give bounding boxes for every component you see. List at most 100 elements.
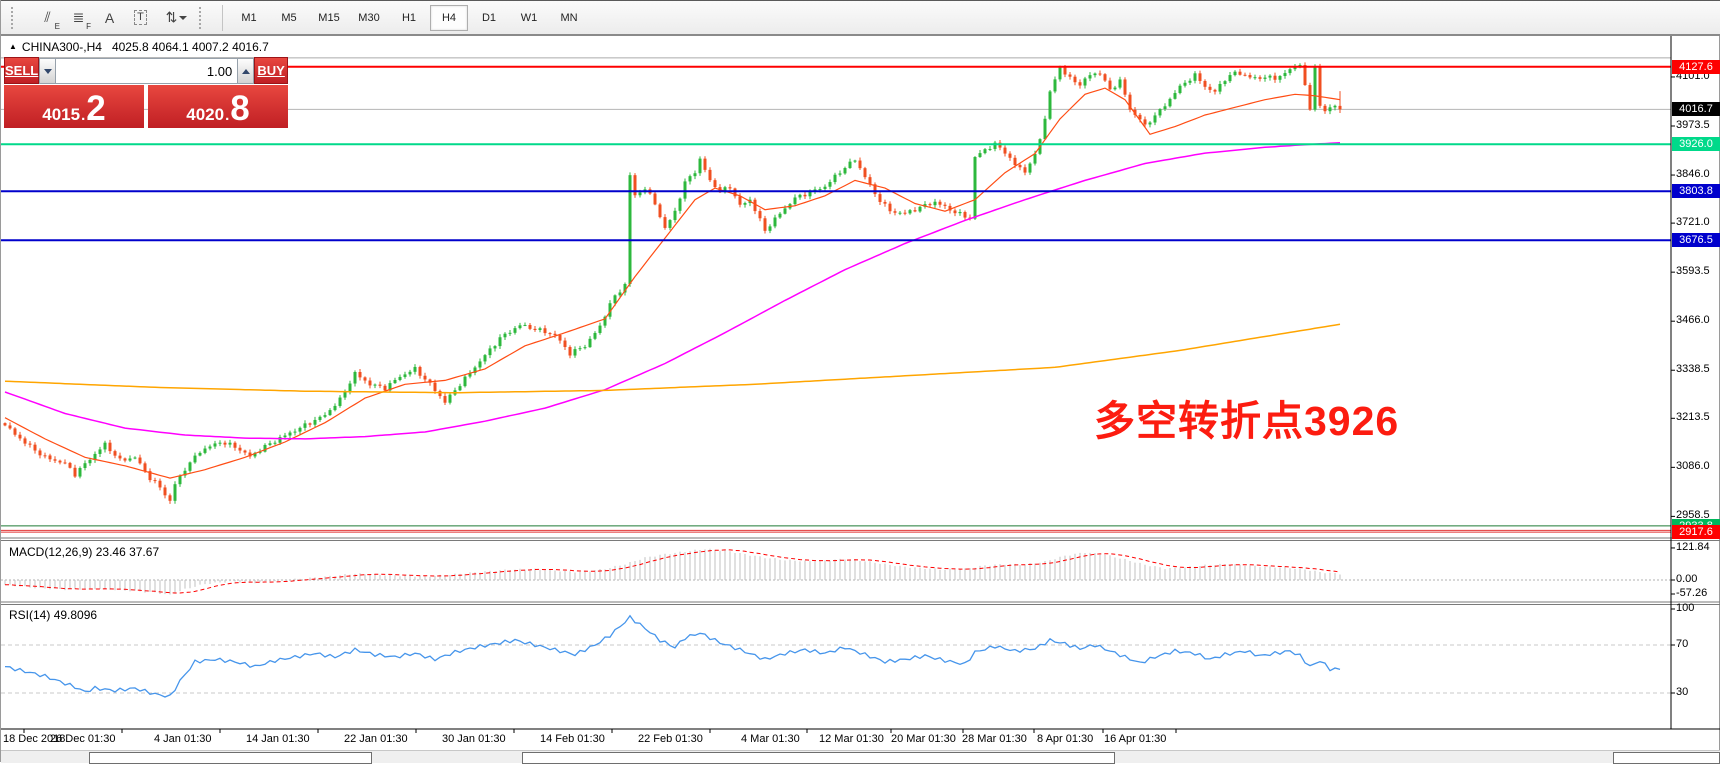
time-axis-label: 14 Feb 01:30 bbox=[540, 733, 605, 745]
current-price-badge: 4016.7 bbox=[1672, 102, 1720, 117]
buy-price-dot: . bbox=[225, 107, 230, 124]
fibonacci-icon[interactable]: ≣ F bbox=[65, 5, 92, 31]
timeframe-button-H1[interactable]: H1 bbox=[401, 11, 417, 24]
price-line-badge: 3803.8 bbox=[1672, 184, 1720, 199]
time-axis-label: 16 Apr 01:30 bbox=[1104, 733, 1167, 745]
timeframe-toolbar: M1 M5 M15 M30 H1 H4 D1 W1 MN bbox=[229, 1, 589, 34]
time-axis-label: 22 Feb 01:30 bbox=[638, 733, 703, 745]
timeframe-button-M1[interactable]: M1 bbox=[241, 11, 257, 24]
text-label-icon[interactable]: T bbox=[127, 5, 154, 31]
time-axis-label: 14 Jan 01:30 bbox=[246, 733, 310, 745]
text-icon: A bbox=[104, 9, 115, 26]
timeframe-button-M15[interactable]: M15 bbox=[318, 11, 340, 24]
time-axis-label: 18 Dec 2018 bbox=[3, 733, 66, 745]
buy-price-main: 4020 bbox=[186, 105, 225, 124]
equidistant-channel-icon: ⫽ bbox=[44, 9, 51, 25]
arrows-tool-icon[interactable]: ⇅ bbox=[158, 5, 187, 31]
price-axis-label: 3086.0 bbox=[1676, 460, 1710, 473]
sell-button[interactable]: SELL bbox=[4, 57, 40, 84]
price-axis-label: 2958.5 bbox=[1676, 509, 1710, 522]
tool-subscript: E bbox=[54, 21, 60, 31]
timeframe-button-W1[interactable]: W1 bbox=[520, 11, 538, 24]
ma-mid bbox=[4, 141, 1341, 440]
macd-values: 23.46 37.67 bbox=[95, 545, 160, 559]
price-line-badge: 3676.5 bbox=[1672, 233, 1720, 248]
symbol-header[interactable]: ▲ CHINA300-,H4 4025.8 4064.1 4007.2 4016.7 bbox=[9, 40, 269, 54]
toolbar: ⫽ E ≣ F A T ⇅ M1 M5 M15 M30 H1 H4 D1 W1 MN bbox=[1, 0, 1720, 35]
text-label-icon: T bbox=[134, 10, 147, 25]
sell-price-main: 4015 bbox=[42, 105, 81, 124]
one-click-trading-panel: SELL BUY 4015 . 2 4020 . 8 bbox=[4, 57, 288, 128]
ma-fast bbox=[4, 87, 1341, 479]
volume-increase-button[interactable] bbox=[237, 58, 255, 84]
toolbar-separator bbox=[222, 4, 223, 31]
symbol-ohlc-values: 4025.8 4064.1 4007.2 4016.7 bbox=[111, 40, 269, 54]
sell-button-label: SELL bbox=[5, 63, 39, 78]
timeframe-button-H4[interactable]: H4 bbox=[430, 4, 468, 31]
price-line-badge: 3926.0 bbox=[1672, 137, 1720, 152]
ma-slow bbox=[4, 323, 1341, 394]
buy-price-button[interactable]: 4020 . 8 bbox=[148, 85, 288, 128]
volume-stepper bbox=[39, 57, 255, 84]
sell-price-big-digit: 2 bbox=[86, 89, 106, 128]
price-axis-label: 3593.5 bbox=[1676, 265, 1710, 278]
toolbar-grip[interactable] bbox=[11, 6, 20, 29]
time-axis-label: 28 Mar 01:30 bbox=[962, 733, 1027, 745]
time-axis-label: 20 Mar 01:30 bbox=[891, 733, 956, 745]
buy-button-label: BUY bbox=[257, 63, 285, 78]
price-axis-label: 3846.0 bbox=[1676, 168, 1710, 181]
status-pane bbox=[89, 752, 372, 764]
rsi-name: RSI(14) bbox=[9, 608, 51, 622]
timeframe-button-M5[interactable]: M5 bbox=[281, 11, 297, 24]
status-bar bbox=[1, 750, 1720, 764]
time-axis-label: 4 Jan 01:30 bbox=[154, 733, 212, 745]
timeframe-button-MN[interactable]: MN bbox=[560, 11, 578, 24]
time-axis-label: 30 Jan 01:30 bbox=[442, 733, 506, 745]
volume-decrease-button[interactable] bbox=[39, 58, 57, 84]
volume-input[interactable] bbox=[56, 58, 238, 84]
price-axis-label: 3721.0 bbox=[1676, 216, 1710, 229]
price-axis-label: 3973.5 bbox=[1676, 119, 1710, 131]
text-icon[interactable]: A bbox=[96, 5, 123, 31]
equidistant-channel-icon[interactable]: ⫽ E bbox=[34, 5, 61, 31]
rsi-label: RSI(14) 49.8096 bbox=[9, 608, 97, 622]
caret-up-icon bbox=[241, 68, 250, 74]
macd-label: MACD(12,26,9) 23.46 37.67 bbox=[9, 545, 159, 559]
price-axis-label: 3213.5 bbox=[1676, 411, 1710, 424]
fibonacci-icon: ≣ bbox=[72, 9, 85, 25]
time-axis-label: 26 Dec 01:30 bbox=[50, 733, 116, 745]
timeframe-button-M30[interactable]: M30 bbox=[358, 11, 380, 24]
timeframe-button-D1[interactable]: D1 bbox=[481, 11, 497, 24]
macd-name: MACD(12,26,9) bbox=[9, 545, 93, 559]
time-axis-label: 22 Jan 01:30 bbox=[344, 733, 408, 745]
rsi-value: 49.8096 bbox=[53, 608, 98, 622]
price-line-badge: 2917.6 bbox=[1672, 525, 1720, 540]
macd-axis-label: -57.26 bbox=[1676, 587, 1708, 599]
macd-axis-label: 121.84 bbox=[1676, 540, 1710, 553]
sell-price-dot: . bbox=[81, 107, 86, 124]
status-pane bbox=[1613, 752, 1720, 764]
drawing-tools-group: ⫽ E ≣ F A T ⇅ bbox=[28, 1, 189, 34]
buy-button[interactable]: BUY bbox=[254, 57, 288, 84]
collapse-icon[interactable]: ▲ bbox=[9, 42, 17, 51]
time-axis-label: 8 Apr 01:30 bbox=[1037, 733, 1094, 745]
price-axis-label: 3338.5 bbox=[1676, 363, 1710, 376]
macd-axis-label: 0.00 bbox=[1676, 573, 1698, 585]
time-axis-label: 4 Mar 01:30 bbox=[741, 733, 800, 745]
caret-down-icon bbox=[43, 68, 52, 74]
rsi-axis-label: 70 bbox=[1676, 638, 1689, 650]
status-pane bbox=[522, 752, 1115, 764]
dropdown-caret-icon[interactable] bbox=[179, 15, 187, 20]
sell-price-button[interactable]: 4015 . 2 bbox=[4, 85, 144, 128]
chart-annotation-text: 多空转折点3926 bbox=[1094, 398, 1400, 444]
rsi-axis-label: 100 bbox=[1676, 602, 1695, 614]
symbol-title: CHINA300-,H4 bbox=[21, 40, 102, 54]
rsi-axis-label: 30 bbox=[1676, 686, 1689, 698]
arrows-tool-icon: ⇅ bbox=[165, 9, 178, 25]
price-axis-label: 3466.0 bbox=[1676, 314, 1710, 327]
buy-price-big-digit: 8 bbox=[230, 89, 250, 128]
toolbar-grip-2[interactable] bbox=[199, 6, 208, 29]
price-line-badge: 4127.6 bbox=[1672, 59, 1720, 74]
